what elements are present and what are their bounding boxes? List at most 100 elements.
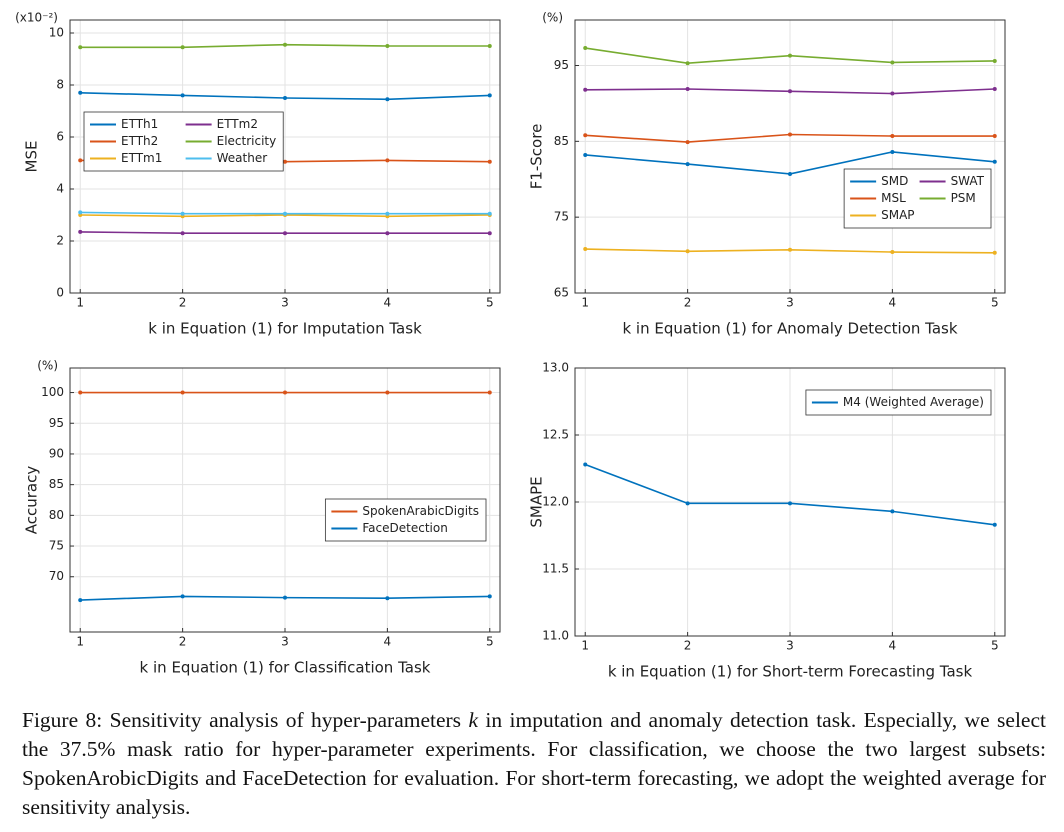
point (487, 44, 492, 48)
y-axis-label: MSE (23, 141, 41, 173)
y-tick-label: 2 (56, 234, 64, 248)
point (685, 249, 690, 254)
point (385, 44, 390, 48)
y-tick-label: 11.0 (542, 629, 569, 643)
x-tick-label: 1 (76, 296, 84, 310)
y-tick-label: 65 (554, 286, 569, 300)
point (385, 231, 390, 236)
legend-box (83, 111, 284, 172)
plot-frame (574, 19, 1006, 294)
y-tick-label: 80 (49, 508, 64, 522)
x-tick-label: 3 (281, 296, 289, 310)
x-tick-label: 1 (581, 639, 589, 653)
point (180, 594, 185, 599)
point (180, 211, 185, 216)
point (78, 598, 83, 603)
point (890, 149, 895, 154)
legend-label: SpokenArabicDigits (362, 504, 479, 518)
x-tick-label: 4 (889, 296, 897, 310)
y-unit: (x10⁻²) (15, 11, 58, 25)
x-tick-label: 5 (486, 635, 494, 649)
x-tick-label: 4 (384, 296, 392, 310)
x-tick-label: 3 (281, 635, 289, 649)
legend-label: SMD (881, 174, 908, 188)
y-axis-label: SMAPE (528, 476, 546, 527)
point (583, 46, 588, 51)
point (78, 229, 83, 234)
legend-label: SWAT (951, 174, 985, 188)
point (180, 45, 185, 50)
point (583, 87, 588, 92)
point (283, 159, 287, 164)
legend-label: Weather (217, 151, 268, 165)
point (283, 96, 287, 100)
point (992, 522, 997, 527)
point (283, 595, 287, 600)
point (685, 61, 690, 66)
x-tick-label: 3 (786, 296, 794, 310)
x-tick-label: 5 (991, 296, 999, 310)
point (685, 501, 690, 506)
point (78, 210, 83, 215)
point (283, 390, 287, 395)
x-tick-label: 2 (684, 296, 692, 310)
point (78, 90, 83, 95)
point (385, 158, 390, 163)
caption-text: in imputation and anomaly detection task… (22, 708, 1046, 819)
y-tick-label: 13.0 (542, 361, 569, 375)
point (685, 162, 690, 167)
point (583, 133, 588, 138)
y-tick-label: 85 (554, 134, 569, 148)
point (487, 231, 492, 236)
legend-label: Electricity (217, 134, 277, 148)
y-tick-label: 95 (49, 416, 64, 430)
x-tick-label: 1 (76, 635, 84, 649)
x-axis-label: k in Equation (1) for Imputation Task (148, 320, 422, 338)
point (890, 134, 895, 139)
point (78, 390, 83, 395)
x-tick-label: 5 (486, 296, 494, 310)
point (583, 462, 588, 467)
point (992, 58, 997, 63)
y-tick-label: 75 (554, 210, 569, 224)
y-tick-label: 85 (49, 477, 64, 491)
point (487, 93, 492, 98)
plot-frame (69, 367, 501, 633)
point (78, 45, 83, 50)
point (487, 390, 492, 395)
y-tick-label: 4 (56, 182, 64, 196)
x-tick-label: 2 (684, 639, 692, 653)
legend-label: MSL (881, 191, 906, 205)
legend-box (324, 498, 487, 542)
point (385, 596, 390, 601)
point (992, 87, 997, 92)
x-axis-label: k in Equation (1) for Anomaly Detection … (622, 320, 957, 338)
point (180, 93, 185, 98)
point (487, 211, 492, 216)
y-tick-label: 10 (49, 26, 64, 40)
point (385, 390, 390, 395)
point (890, 91, 895, 96)
point (788, 89, 792, 94)
legend-label: ETTm2 (217, 117, 258, 131)
legend: M4 (Weighted Average) (805, 389, 992, 416)
point (890, 60, 895, 65)
y-tick-label: 0 (56, 286, 64, 300)
y-tick-label: 11.5 (542, 562, 569, 576)
point (788, 247, 792, 252)
x-tick-label: 2 (179, 635, 187, 649)
y-tick-label: 6 (56, 130, 64, 144)
point (180, 231, 185, 236)
point (788, 53, 792, 58)
y-unit: (%) (37, 359, 58, 373)
point (890, 509, 895, 514)
legend-label: SMAP (881, 208, 914, 222)
plot-frame (574, 367, 1006, 637)
legend-label: ETTh1 (121, 117, 158, 131)
point (788, 171, 792, 176)
x-tick-label: 2 (179, 296, 187, 310)
point (283, 231, 287, 236)
point (992, 250, 997, 255)
point (890, 250, 895, 255)
